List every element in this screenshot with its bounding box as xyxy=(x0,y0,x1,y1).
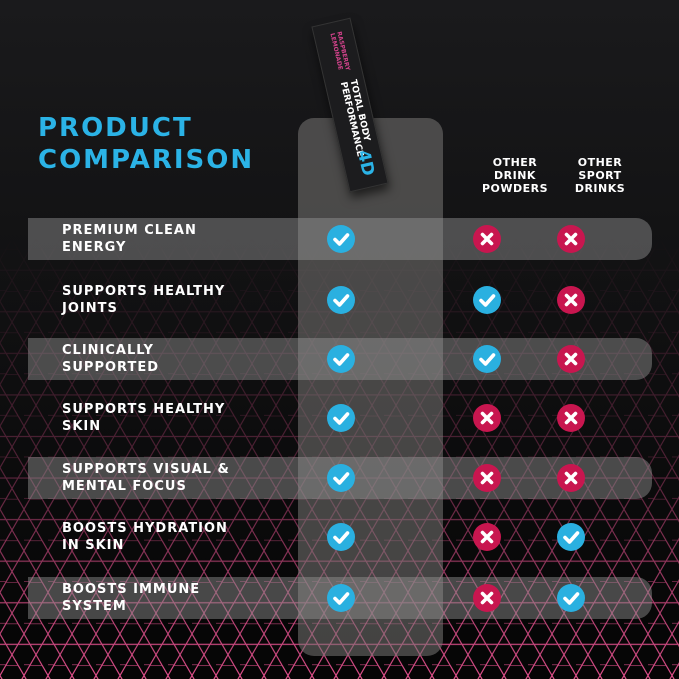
column-header-other-sport-drinks: OTHER SPORT DRINKS xyxy=(574,156,626,195)
check-icon-product xyxy=(327,523,355,551)
check-icon-product xyxy=(327,464,355,492)
check-icon-product xyxy=(327,345,355,373)
row-label: BOOSTS HYDRATION IN SKIN xyxy=(62,521,228,553)
check-icon-product xyxy=(327,286,355,314)
cross-icon-powders xyxy=(473,523,501,551)
row-label: PREMIUM CLEAN ENERGY xyxy=(62,223,197,255)
cross-icon-powders xyxy=(473,404,501,432)
cross-icon-drinks xyxy=(557,225,585,253)
comparison-row: SUPPORTS VISUAL & MENTAL FOCUS xyxy=(28,457,652,499)
check-icon-powders xyxy=(473,286,501,314)
comparison-row: SUPPORTS HEALTHY JOINTS xyxy=(28,279,652,321)
comparison-row: SUPPORTS HEALTHY SKIN xyxy=(28,397,652,439)
row-label: SUPPORTS HEALTHY SKIN xyxy=(62,402,226,434)
check-icon-product xyxy=(327,225,355,253)
cross-icon-drinks xyxy=(557,345,585,373)
column-header-other-drink-powders: OTHER DRINK POWDERS xyxy=(481,156,549,195)
cross-icon-drinks xyxy=(557,464,585,492)
comparison-row: BOOSTS HYDRATION IN SKIN xyxy=(28,516,652,558)
cross-icon-drinks xyxy=(557,404,585,432)
check-icon-drinks xyxy=(557,584,585,612)
comparison-row: BOOSTS IMMUNE SYSTEM xyxy=(28,577,652,619)
check-icon-powders xyxy=(473,345,501,373)
check-icon-product xyxy=(327,404,355,432)
check-icon-product xyxy=(327,584,355,612)
row-label: SUPPORTS VISUAL & MENTAL FOCUS xyxy=(62,462,230,494)
packet-flavor: RASPBERRY LEMONADE xyxy=(328,30,352,72)
comparison-row: CLINICALLY SUPPORTED xyxy=(28,338,652,380)
cross-icon-drinks xyxy=(557,286,585,314)
check-icon-drinks xyxy=(557,523,585,551)
cross-icon-powders xyxy=(473,584,501,612)
row-label: BOOSTS IMMUNE SYSTEM xyxy=(62,582,201,614)
product-column-highlight xyxy=(298,118,443,656)
row-label: SUPPORTS HEALTHY JOINTS xyxy=(62,284,226,316)
row-label: CLINICALLY SUPPORTED xyxy=(62,343,159,375)
comparison-row: PREMIUM CLEAN ENERGY xyxy=(28,218,652,260)
page-title: PRODUCT COMPARISON xyxy=(38,113,255,175)
cross-icon-powders xyxy=(473,464,501,492)
cross-icon-powders xyxy=(473,225,501,253)
